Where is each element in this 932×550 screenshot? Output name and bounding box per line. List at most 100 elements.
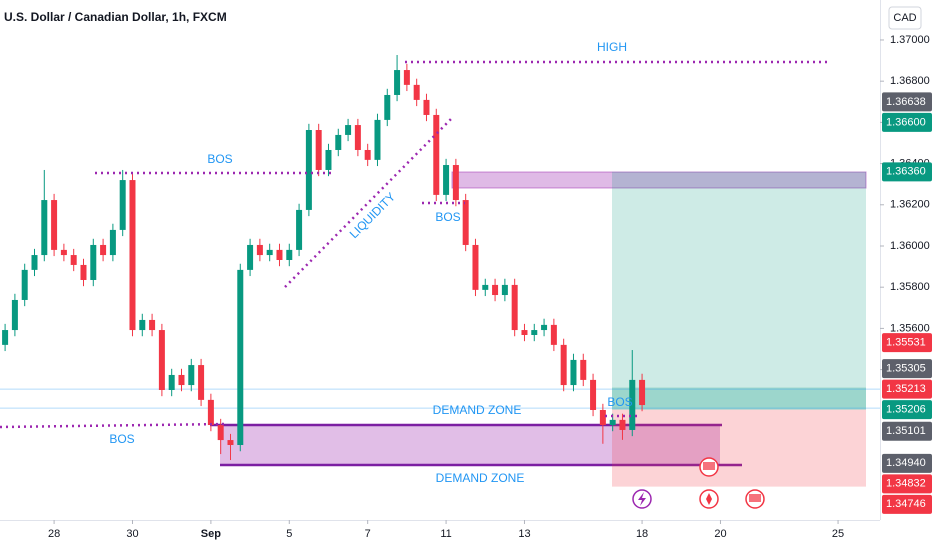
candle-body [462,200,469,245]
candle-body [256,244,263,256]
candle-body [70,255,77,265]
candle-body [443,165,450,195]
candle-body [188,365,195,386]
price-tag [882,494,932,514]
candle-body [325,149,332,170]
price-tag-label: 1.36600 [886,116,926,128]
annotation: BOS [109,432,134,446]
bos-line [0,422,226,429]
chart-title: U.S. Dollar / Canadian Dollar, 1h, FXCM [4,10,227,24]
candle-body [452,165,459,201]
candle-body [51,200,58,250]
x-tick-label: 28 [48,528,60,540]
price-tag-label: 1.35531 [886,337,926,349]
flag [749,494,761,502]
candle-body [521,330,528,335]
price-tag [882,333,932,353]
candle-body [629,379,636,430]
candle-body [119,180,126,230]
candle-body [198,365,205,400]
price-tag-label: 1.36360 [886,166,926,178]
candle-body [2,330,9,345]
candle-body [60,249,67,256]
lightning [638,492,646,506]
flag [706,493,712,505]
candle-body [100,244,107,256]
candle-body [354,125,361,150]
x-tick-label: 30 [126,528,138,540]
candle-body [109,229,116,256]
candle-body [394,70,401,95]
price-tag [882,474,932,494]
currency: CAD [893,12,916,24]
price-tag [882,400,932,420]
annotation: BOS [207,152,232,166]
candle-body [590,379,597,410]
candle-body [41,200,48,256]
candle-body [433,114,440,195]
profit-zone [612,171,866,410]
annotation: DEMAND ZONE [436,471,525,485]
candle-body [315,130,322,170]
candle-body [80,264,87,280]
entry-band [612,387,866,410]
candle-body [639,379,646,406]
candle-body [492,284,499,296]
candle-body [501,284,508,296]
demand-zone [220,425,720,465]
candle-body [247,244,254,270]
candle-body [550,324,557,345]
candle-body [570,359,577,386]
x-tick-label: 20 [714,528,726,540]
y-tick-label: 1.37000 [890,34,930,46]
candle-body [541,324,548,331]
candle-body [237,269,244,446]
plot-area [2,55,646,461]
x-tick-label: 7 [365,528,371,540]
x-tick-label: 25 [832,528,844,540]
candle-body [531,330,538,335]
candle-body [227,440,234,446]
drawings [0,171,880,487]
currency-box[interactable] [888,6,922,30]
candle-body [158,330,165,390]
candle-body [286,249,293,260]
candle-body [21,269,28,300]
candle-body [217,425,224,441]
annotation: BOS [435,210,460,224]
annotation: HIGH [597,40,627,54]
price-tag-label: 1.34746 [886,498,926,510]
time-axis-background [0,520,880,550]
price-tag-label: 1.34940 [886,457,926,469]
candle-body [560,344,567,386]
x-tick-label: Sep [201,528,221,540]
price-tag-label: 1.35213 [886,383,926,395]
price-tag [882,421,932,441]
candle-body [90,244,97,280]
annotation: BOS [607,395,632,409]
candle-body [580,359,587,380]
candle-body [374,119,381,160]
candle-body [139,319,146,331]
candle-body [178,374,185,386]
price-tag [882,162,932,182]
candle-body [609,419,616,426]
candle-body [129,180,136,331]
price-tag-label: 1.35206 [886,403,926,415]
annotation: DEMAND ZONE [433,403,522,417]
price-tag [882,92,932,112]
candle-body [31,255,38,270]
y-tick-label: 1.36000 [890,240,930,252]
candle-body [364,149,371,160]
price-tag [882,379,932,399]
y-tick-label: 1.35800 [890,281,930,293]
loss-zone [612,409,866,487]
candle-body [413,84,420,100]
candle-body [599,409,606,426]
candle-body [305,130,312,210]
candle-body [472,244,479,290]
x-tick-label: 11 [440,528,451,540]
candle-body [619,419,626,430]
